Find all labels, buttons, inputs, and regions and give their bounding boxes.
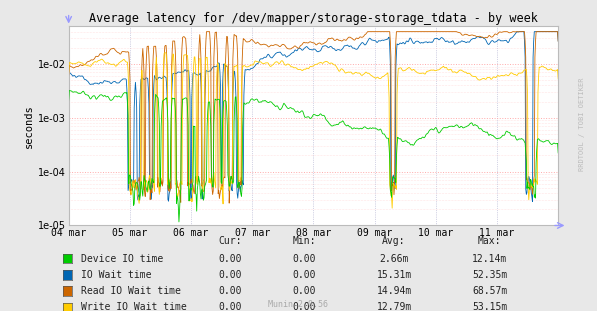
Text: Min:: Min: [293, 236, 316, 246]
Text: 52.35m: 52.35m [472, 270, 507, 280]
Text: 0.00: 0.00 [218, 254, 242, 264]
Text: 14.94m: 14.94m [376, 286, 412, 296]
Text: Device IO time: Device IO time [81, 254, 163, 264]
Text: Max:: Max: [478, 236, 501, 246]
Text: 15.31m: 15.31m [376, 270, 412, 280]
Text: 0.00: 0.00 [218, 286, 242, 296]
Text: 0.00: 0.00 [293, 302, 316, 311]
Text: 0.00: 0.00 [293, 270, 316, 280]
Text: 68.57m: 68.57m [472, 286, 507, 296]
Text: 12.14m: 12.14m [472, 254, 507, 264]
Text: RRDTOOL / TOBI OETIKER: RRDTOOL / TOBI OETIKER [579, 78, 585, 171]
Text: Munin 2.0.56: Munin 2.0.56 [269, 300, 328, 309]
Text: Avg:: Avg: [382, 236, 406, 246]
Y-axis label: seconds: seconds [24, 104, 33, 148]
Text: 0.00: 0.00 [293, 254, 316, 264]
Text: 12.79m: 12.79m [376, 302, 412, 311]
Text: 0.00: 0.00 [218, 270, 242, 280]
Text: Read IO Wait time: Read IO Wait time [81, 286, 180, 296]
Text: Cur:: Cur: [218, 236, 242, 246]
Text: 53.15m: 53.15m [472, 302, 507, 311]
Text: IO Wait time: IO Wait time [81, 270, 151, 280]
Title: Average latency for /dev/mapper/storage-storage_tdata - by week: Average latency for /dev/mapper/storage-… [89, 12, 538, 25]
Text: 0.00: 0.00 [218, 302, 242, 311]
Text: 0.00: 0.00 [293, 286, 316, 296]
Text: Write IO Wait time: Write IO Wait time [81, 302, 186, 311]
Text: 2.66m: 2.66m [379, 254, 409, 264]
